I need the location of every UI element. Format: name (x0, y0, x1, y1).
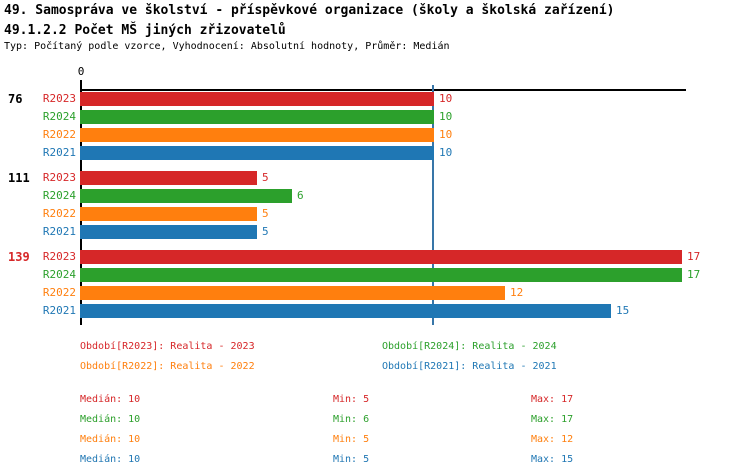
group-label: 139 (8, 250, 30, 264)
series-label: R2022 (42, 207, 76, 220)
series-label: R2023 (42, 171, 76, 184)
group-label: 111 (8, 171, 30, 185)
legend-item: Období[R2022]: Realita - 2022 (80, 361, 255, 372)
bar-value-label: 6 (297, 189, 304, 202)
bar (80, 110, 434, 124)
stats-row: Medián: 10 Min: 5 Max: 17 (0, 394, 750, 406)
stat-min: Min: 6 (333, 414, 370, 425)
chart-meta-line: Typ: Počítaný podle vzorce, Vyhodnocení:… (4, 41, 450, 52)
stats-row: Medián: 10 Min: 6 Max: 17 (0, 414, 750, 426)
bar-value-label: 5 (262, 207, 269, 220)
bar (80, 268, 682, 282)
stat-max: Max: 17 (531, 414, 574, 425)
bar-row: R2022 5 (0, 207, 750, 221)
stat-median: Medián: 10 (80, 414, 141, 425)
bar-value-label: 10 (439, 128, 453, 141)
bar (80, 92, 434, 106)
series-label: R2022 (42, 128, 76, 141)
legend-item: Období[R2023]: Realita - 2023 (80, 341, 255, 352)
bar-row: R2023 17 (0, 250, 750, 264)
series-label: R2024 (42, 110, 76, 123)
bar-row: R2021 5 (0, 225, 750, 239)
bar-value-label: 5 (262, 171, 269, 184)
bar (80, 207, 257, 221)
bar-row: R2023 5 (0, 171, 750, 185)
median-reference-line (432, 85, 434, 325)
bar (80, 189, 292, 203)
stats-row: Medián: 10 Min: 5 Max: 12 (0, 434, 750, 446)
bar-group: 111 R2023 5 R2024 6 R2022 5 R2021 5 (0, 171, 750, 239)
bar-group: 139 R2023 17 R2024 17 R2022 12 R2021 15 (0, 250, 750, 318)
bar-value-label: 17 (687, 268, 701, 281)
series-label: R2024 (42, 268, 76, 281)
bar-value-label: 15 (616, 304, 630, 317)
bar (80, 304, 611, 318)
bar-value-label: 12 (510, 286, 524, 299)
series-label: R2021 (42, 304, 76, 317)
bar (80, 225, 257, 239)
stat-max: Max: 15 (531, 454, 574, 465)
stat-max: Max: 12 (531, 434, 574, 445)
bar (80, 171, 257, 185)
bar-value-label: 10 (439, 146, 453, 159)
group-label: 76 (8, 92, 23, 106)
x-axis-line (80, 89, 686, 91)
bar-row: R2023 10 (0, 92, 750, 106)
bar-row: R2021 10 (0, 146, 750, 160)
series-label: R2023 (42, 250, 76, 263)
stat-min: Min: 5 (333, 454, 370, 465)
bar (80, 128, 434, 142)
series-label: R2021 (42, 225, 76, 238)
legend: Období[R2023]: Realita - 2023 Období[R202… (80, 341, 557, 372)
series-label: R2021 (42, 146, 76, 159)
stat-median: Medián: 10 (80, 454, 141, 465)
stat-median: Medián: 10 (80, 394, 141, 405)
chart-title: 49.1.2.2 Počet MŠ jiných zřizovatelů (4, 23, 286, 38)
bar-row: R2022 12 (0, 286, 750, 300)
bar-row: R2024 10 (0, 110, 750, 124)
series-label: R2022 (42, 286, 76, 299)
bar-value-label: 17 (687, 250, 701, 263)
bar-row: R2024 17 (0, 268, 750, 282)
bar-value-label: 10 (439, 110, 453, 123)
stat-min: Min: 5 (333, 394, 370, 405)
stat-min: Min: 5 (333, 434, 370, 445)
bar-row: R2021 15 (0, 304, 750, 318)
stat-max: Max: 17 (531, 394, 574, 405)
series-label: R2024 (42, 189, 76, 202)
bar-value-label: 5 (262, 225, 269, 238)
legend-item: Období[R2024]: Realita - 2024 (382, 341, 557, 352)
stat-median: Medián: 10 (80, 434, 141, 445)
report-title: 49. Samospráva ve školství - příspěvkové… (4, 3, 615, 18)
bar-row: R2024 6 (0, 189, 750, 203)
bar (80, 250, 682, 264)
series-label: R2023 (42, 92, 76, 105)
bar-row: R2022 10 (0, 128, 750, 142)
bar-value-label: 10 (439, 92, 453, 105)
bar-group: 76 R2023 10 R2024 10 R2022 10 R2021 10 (0, 92, 750, 160)
stats-row: Medián: 10 Min: 5 Max: 15 (0, 454, 750, 466)
legend-item: Období[R2021]: Realita - 2021 (382, 361, 557, 372)
bar (80, 286, 505, 300)
bar-chart: 76 R2023 10 R2024 10 R2022 10 R2021 10 111 R2023 5 R… (0, 92, 750, 329)
bar (80, 146, 434, 160)
x-axis-zero-tick-label: 0 (77, 65, 85, 78)
